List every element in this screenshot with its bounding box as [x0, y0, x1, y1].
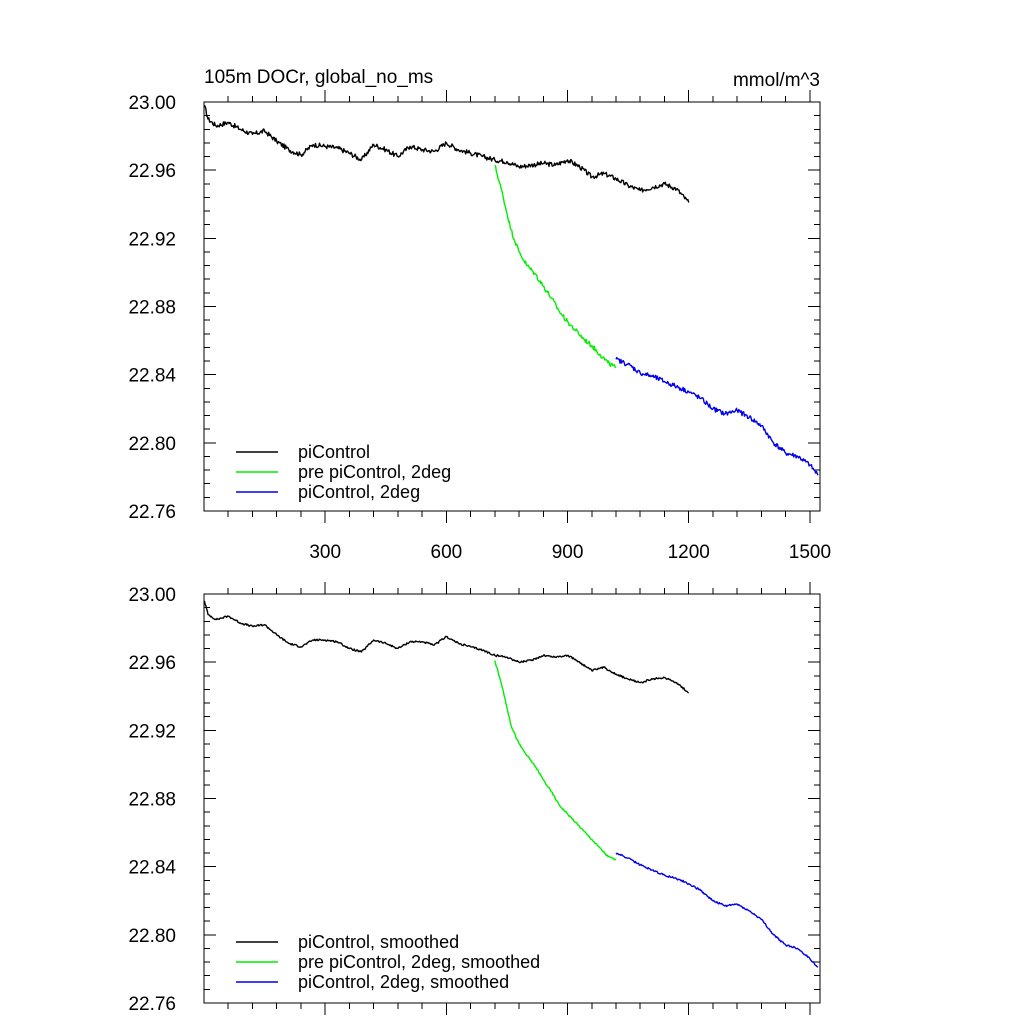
series-line [494, 164, 617, 369]
y-tick-label: 22.92 [128, 229, 176, 250]
y-tick-label: 22.88 [128, 298, 176, 319]
legend-entry: piControl, smoothed [298, 932, 459, 952]
top-panel: 22.76 22.80 22.84 22.88 22.92 22.96 23.00 300 60… [128, 90, 831, 563]
y-tick-label: 22.76 [128, 502, 176, 523]
x-tick-label: 900 [552, 542, 584, 563]
legend-entry: piControl [298, 442, 370, 462]
bottom-panel: 22.76 22.80 22.84 22.88 22.92 22.96 23.00 piCon… [128, 582, 821, 1015]
x-tick-label: 600 [431, 542, 463, 563]
y-tick-label: 22.88 [128, 790, 176, 811]
series-line [203, 104, 690, 203]
y-tick-label: 23.00 [128, 93, 176, 114]
legend-entry: piControl, 2deg, smoothed [298, 972, 509, 992]
y-tick-label: 22.84 [128, 366, 176, 387]
series-line [494, 660, 617, 861]
series-line [203, 600, 689, 694]
y-tick-label: 23.00 [128, 585, 176, 606]
y-tick-label: 22.80 [128, 926, 176, 947]
series-line [615, 852, 819, 968]
plot-frame [203, 593, 821, 1004]
x-tick-label: 1200 [668, 542, 710, 563]
y-tick-label: 22.80 [128, 434, 176, 455]
y-tick-label: 22.96 [128, 653, 176, 674]
x-tick-label: 1500 [789, 542, 831, 563]
y-tick-label: 22.92 [128, 721, 176, 742]
series-line [615, 356, 819, 476]
legend-entry: pre piControl, 2deg [298, 462, 451, 482]
units-label: mmol/m^3 [733, 70, 820, 91]
x-tick-label: 300 [309, 542, 341, 563]
y-tick-label: 22.84 [128, 858, 176, 879]
y-tick-label: 22.76 [128, 994, 176, 1015]
chart-title: 105m DOCr, global_no_ms [204, 67, 433, 88]
legend-entry: pre piControl, 2deg, smoothed [298, 952, 540, 972]
legend-entry: piControl, 2deg [298, 482, 420, 502]
y-tick-label: 22.96 [128, 161, 176, 182]
